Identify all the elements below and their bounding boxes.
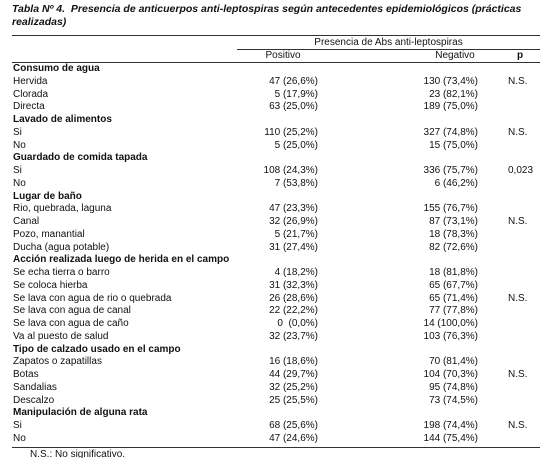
positivo-cell: 110 (25,2%): [264, 126, 318, 138]
column-header: Positivo: [265, 50, 301, 61]
row-label: Se coloca hierba: [13, 279, 88, 291]
group-title: Guardado de comida tapada: [13, 152, 148, 164]
row-label: Va al puesto de salud: [13, 330, 109, 342]
negativo-cell: 65 (67,7%): [429, 279, 478, 291]
positivo-cell: 32 (25,2%): [269, 381, 318, 393]
positivo-cell: 31 (32,3%): [269, 279, 318, 291]
positivo-cell: 47 (26,6%): [269, 75, 318, 87]
row-label: Botas: [13, 369, 39, 380]
group-title: Lugar de baño: [13, 190, 82, 202]
group-title: Tipo de calzado usado en el campo: [13, 343, 181, 355]
row-label: Si: [13, 165, 22, 176]
row-label: Se lava con agua de rio o quebrada: [13, 292, 172, 304]
group-title: Consumo de agua: [13, 63, 100, 74]
negativo-cell: 14 (100,0%): [423, 318, 478, 329]
negativo-cell: 198 (74,4%): [423, 420, 478, 431]
positivo-cell: 32 (23,7%): [269, 330, 318, 342]
negativo-cell: 73 (74,5%): [429, 394, 478, 406]
positivo-cell: 0 (0,0%): [277, 318, 318, 329]
row-label: Canal: [13, 216, 40, 227]
p-cell: N.S.: [508, 369, 528, 380]
negativo-cell: 130 (73,4%): [423, 75, 478, 87]
row-label: Se echa tierra o barro: [13, 267, 110, 278]
positivo-cell: 47 (23,3%): [269, 203, 318, 215]
table-caption: Presencia de anticuerpos anti-leptospira…: [12, 3, 522, 28]
row-label: Descalzo: [13, 394, 55, 406]
positivo-cell: 32 (26,9%): [269, 216, 318, 227]
positivo-cell: 26 (28,6%): [269, 292, 318, 304]
table-number: Tabla Nº 4.: [12, 3, 66, 15]
negativo-cell: 18 (78,3%): [429, 228, 478, 240]
negativo-cell: 15 (75,0%): [429, 139, 478, 151]
positivo-cell: 5 (25,0%): [274, 139, 318, 151]
negativo-cell: 95 (74,8%): [429, 381, 478, 393]
positivo-cell: 16 (18,6%): [269, 356, 318, 368]
row-label: Si: [13, 126, 22, 138]
positivo-cell: 25 (25,5%): [269, 394, 318, 406]
positivo-cell: 31 (27,4%): [269, 241, 318, 253]
negativo-cell: 144 (75,4%): [423, 432, 478, 444]
row-label: Se lava con agua de caño: [13, 318, 129, 329]
negativo-cell: 77 (77,8%): [429, 305, 478, 317]
positivo-cell: 5 (17,9%): [274, 88, 318, 100]
group-title: Lavado de alimentos: [13, 114, 112, 125]
rule: [237, 49, 540, 50]
p-cell: N.S.: [508, 126, 528, 138]
column-header: Negativo: [435, 50, 475, 61]
negativo-cell: 6 (46,2%): [434, 177, 478, 189]
row-label: Directa: [13, 101, 45, 113]
rule: [12, 62, 540, 63]
positivo-cell: 68 (25,6%): [269, 420, 318, 431]
row-label: Clorada: [13, 88, 49, 100]
positivo-cell: 47 (24,6%): [269, 432, 318, 444]
row-label: Sandalias: [13, 381, 57, 393]
negativo-cell: 189 (75,0%): [423, 101, 478, 113]
row-label: Pozo, manantial: [13, 228, 85, 240]
footnote: N.S.: No significativo.: [30, 448, 126, 458]
positivo-cell: 4 (18,2%): [274, 267, 318, 278]
negativo-cell: 327 (74,8%): [423, 126, 478, 138]
p-cell: N.S.: [508, 292, 528, 304]
group-title: Acción realizada luego de herida en el c…: [13, 254, 230, 266]
negativo-cell: 65 (71,4%): [429, 292, 478, 304]
column-header: p: [516, 50, 524, 61]
row-label: Si: [13, 420, 22, 431]
row-label: No: [13, 432, 26, 444]
table-title: Tabla Nº 4. Presencia de anticuerpos ant…: [12, 3, 542, 29]
negativo-cell: 336 (75,7%): [423, 165, 478, 176]
positivo-cell: 7 (53,8%): [274, 177, 318, 189]
positivo-cell: 63 (25,0%): [269, 101, 318, 113]
row-label: Se lava con agua de canal: [13, 305, 131, 317]
row-label: Zapatos o zapatillas: [13, 356, 102, 368]
negativo-cell: 104 (70,3%): [423, 369, 478, 380]
p-cell: 0,023: [508, 165, 534, 176]
negativo-cell: 23 (82,1%): [429, 88, 478, 100]
p-cell: N.S.: [508, 75, 528, 87]
positivo-cell: 5 (21,7%): [274, 228, 318, 240]
row-label: Hervida: [13, 75, 48, 87]
group-header: Presencia de Abs anti-leptospiras: [314, 37, 463, 48]
rule: [12, 446, 540, 448]
positivo-cell: 22 (22,2%): [269, 305, 318, 317]
negativo-cell: 87 (73,1%): [429, 216, 478, 227]
negativo-cell: 103 (76,3%): [423, 330, 478, 342]
p-cell: N.S.: [508, 216, 528, 227]
rule: [12, 35, 540, 36]
negativo-cell: 155 (76,7%): [423, 203, 478, 215]
negativo-cell: 18 (81,8%): [429, 267, 478, 278]
negativo-cell: 70 (81,4%): [429, 356, 478, 368]
negativo-cell: 82 (72,6%): [429, 241, 478, 253]
positivo-cell: 108 (24,3%): [263, 165, 318, 176]
row-label: Rio, quebrada, laguna: [13, 203, 112, 215]
row-label: Ducha (agua potable): [13, 241, 110, 253]
row-label: No: [13, 177, 26, 189]
group-title: Manipulación de alguna rata: [13, 407, 148, 419]
positivo-cell: 44 (29,7%): [269, 369, 318, 380]
row-label: No: [13, 139, 26, 151]
p-cell: N.S.: [508, 420, 528, 431]
